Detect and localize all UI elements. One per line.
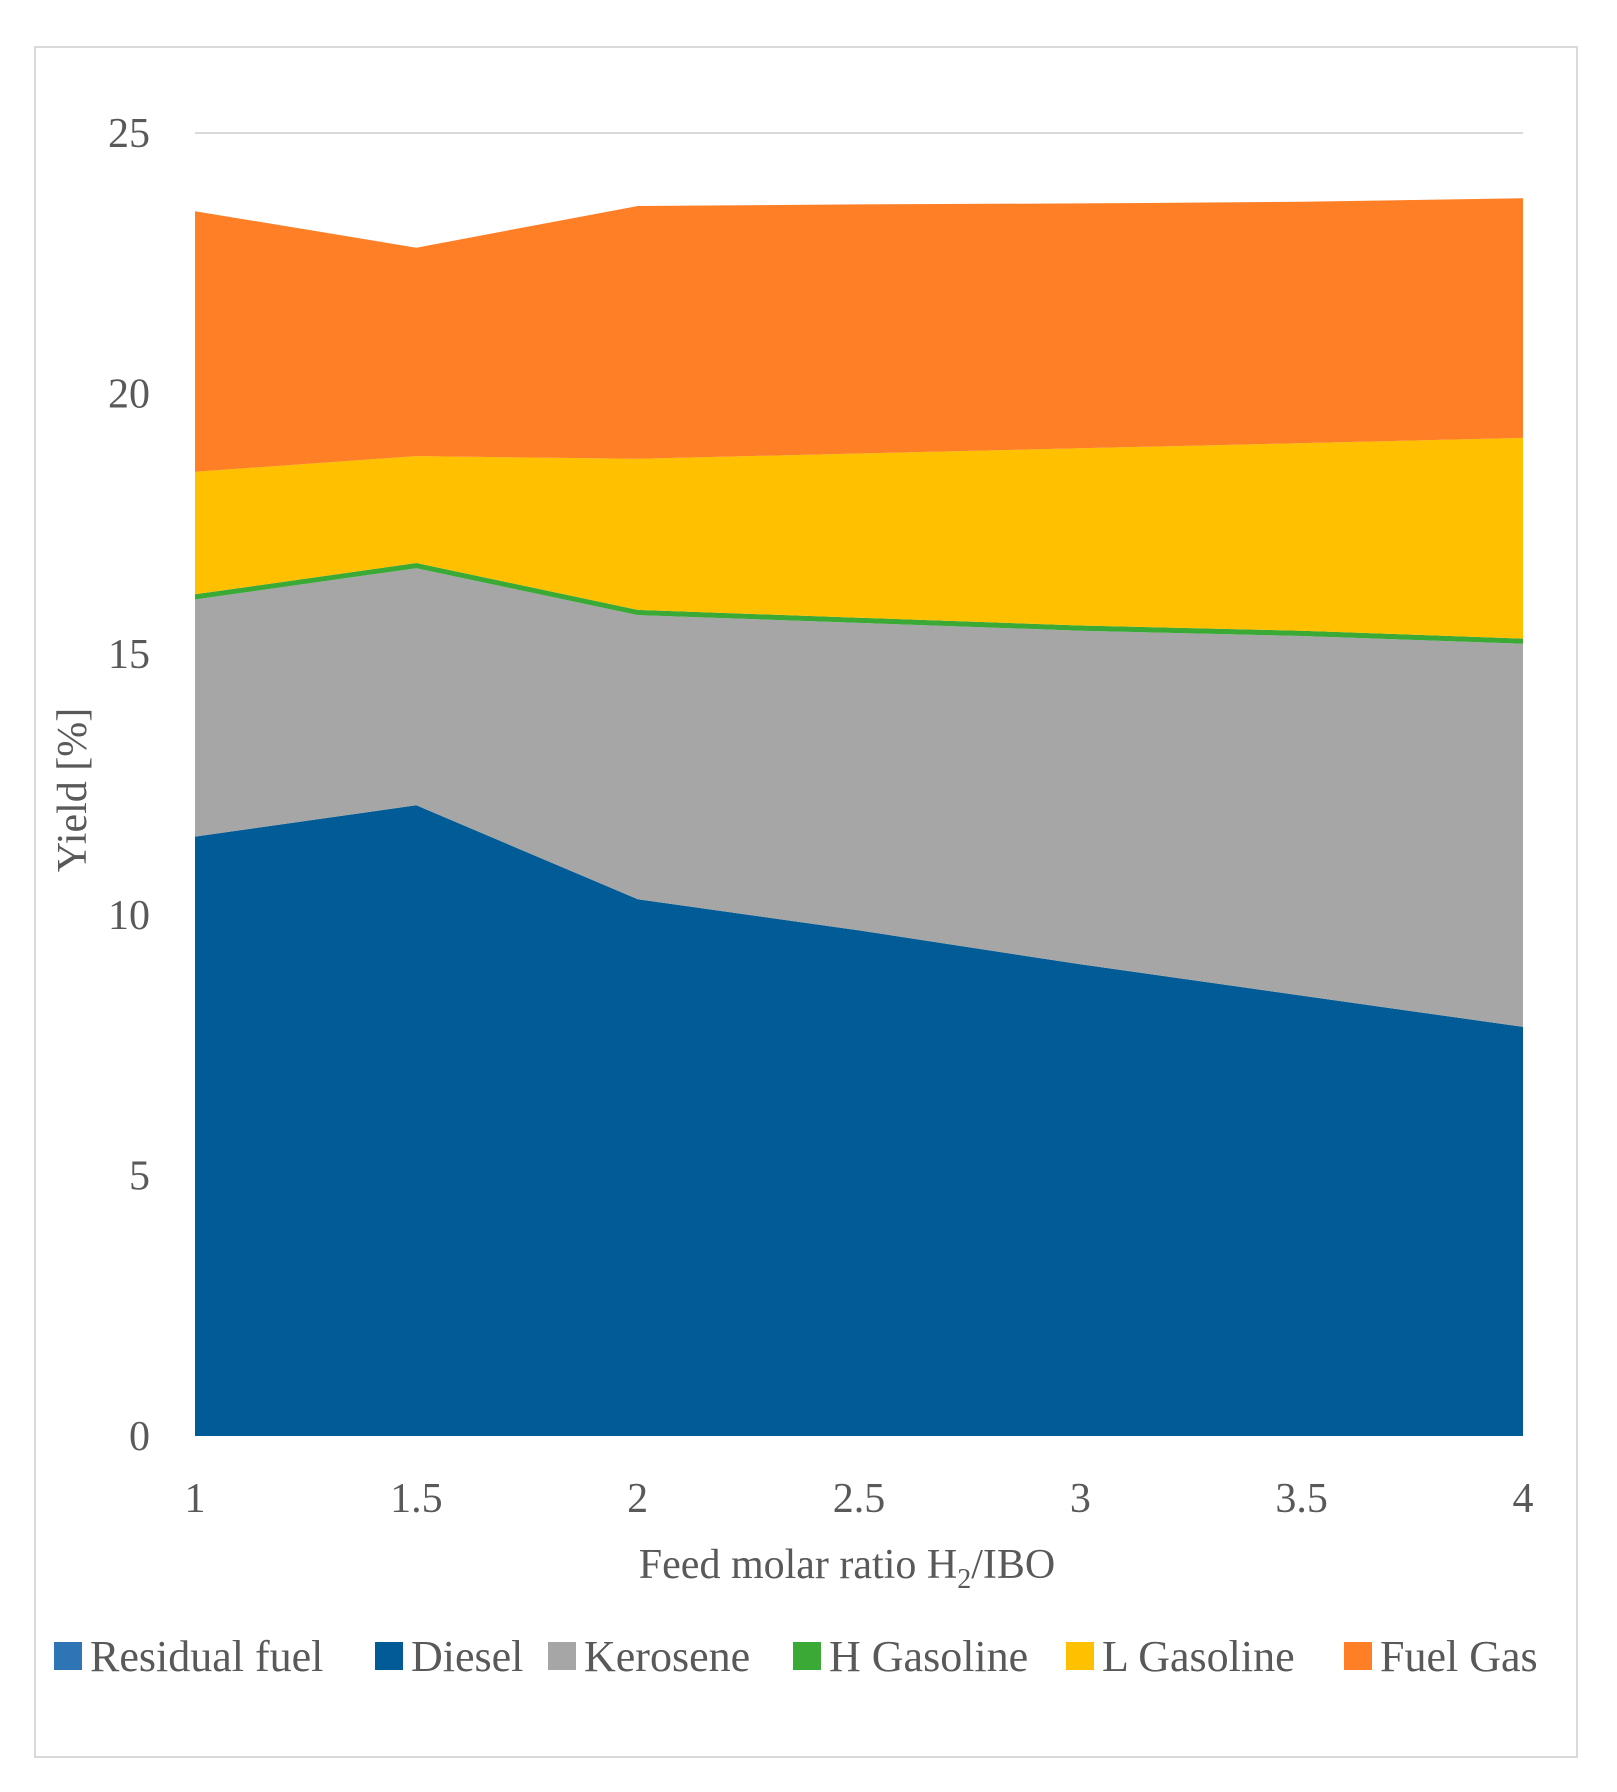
y-tick-label: 25 (108, 111, 150, 157)
legend-swatch (1344, 1642, 1372, 1670)
area-kerosene (195, 568, 1523, 1027)
x-tick-labels: 1 1.5 2 2.5 3 3.5 4 (185, 1476, 1534, 1522)
area-h-gasoline (195, 563, 1523, 644)
legend-item-l-gasoline: L Gasoline (1066, 1632, 1295, 1681)
x-tick-label: 2 (627, 1476, 648, 1522)
legend-item-h-gasoline: H Gasoline (793, 1632, 1028, 1681)
legend-swatch (375, 1642, 403, 1670)
x-tick-label: 2.5 (833, 1476, 886, 1522)
legend-swatch (793, 1642, 821, 1670)
x-tick-label: 1 (185, 1476, 206, 1522)
y-tick-label: 15 (108, 632, 150, 678)
legend-item-fuel-gas: Fuel Gas (1344, 1632, 1538, 1681)
area-l-gasoline (195, 437, 1523, 639)
legend-swatch (548, 1642, 576, 1670)
x-tick-label: 3 (1070, 1476, 1091, 1522)
area-diesel (195, 805, 1523, 1436)
legend-label: H Gasoline (829, 1632, 1028, 1681)
area-fuel-gas (195, 198, 1523, 472)
legend-swatch (54, 1642, 82, 1670)
y-tick-label: 5 (129, 1153, 150, 1199)
x-axis-title: Feed molar ratio H2/IBO (639, 1542, 1055, 1595)
area-series-group (195, 198, 1523, 1436)
y-tick-label: 20 (108, 372, 150, 418)
x-tick-label: 4 (1513, 1476, 1534, 1522)
x-tick-label: 1.5 (390, 1476, 443, 1522)
legend-item-kerosene: Kerosene (548, 1632, 750, 1681)
legend-label: Residual fuel (90, 1632, 323, 1681)
y-tick-label: 10 (108, 893, 150, 939)
legend: Residual fuel Diesel Kerosene H Gasoline L G… (54, 1632, 1538, 1681)
legend-label: Diesel (411, 1632, 523, 1681)
y-axis-title: Yield [%] (50, 708, 96, 872)
y-tick-labels: 0 5 10 15 20 25 (108, 111, 150, 1460)
legend-item-diesel: Diesel (375, 1632, 523, 1681)
y-tick-label: 0 (129, 1414, 150, 1460)
legend-label: Fuel Gas (1380, 1632, 1538, 1681)
legend-label: L Gasoline (1102, 1632, 1295, 1681)
legend-label: Kerosene (584, 1632, 750, 1681)
legend-item-residual-fuel: Residual fuel (54, 1632, 323, 1681)
legend-swatch (1066, 1642, 1094, 1670)
x-tick-label: 3.5 (1275, 1476, 1328, 1522)
